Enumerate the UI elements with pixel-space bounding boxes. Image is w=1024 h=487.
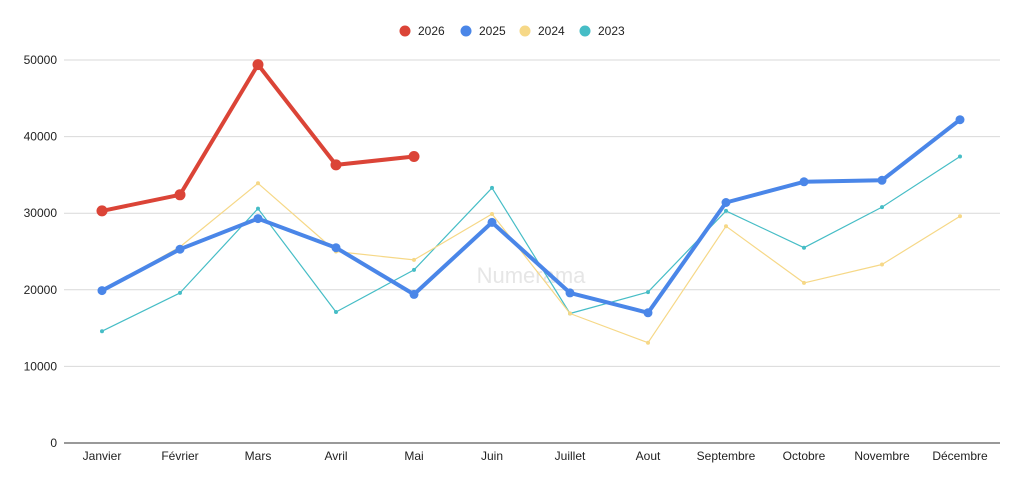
x-tick-label: Mai (404, 449, 423, 463)
legend-label: 2024 (538, 24, 565, 38)
x-tick-label: Octobre (783, 449, 826, 463)
legend: 2026 2025 2024 2023 (399, 24, 625, 38)
x-tick-label: Avril (324, 449, 347, 463)
data-point (97, 286, 107, 296)
data-point (96, 205, 108, 217)
data-point (721, 198, 731, 207)
series-2024 (100, 181, 962, 345)
legend-marker (399, 25, 411, 37)
data-point (880, 205, 884, 210)
x-tick-label: Mars (245, 449, 272, 463)
y-tick-label: 0 (50, 436, 57, 450)
gridlines (64, 59, 1000, 367)
data-point (880, 262, 884, 267)
data-point (802, 245, 806, 250)
data-point (877, 175, 887, 185)
legend-label: 2023 (598, 24, 625, 38)
legend-label: 2026 (418, 24, 445, 38)
data-point (253, 214, 263, 224)
x-tick-label: Juillet (555, 449, 586, 463)
legend-item-2024: 2024 (519, 24, 565, 38)
data-point (802, 280, 806, 285)
y-tick-label: 50000 (24, 53, 58, 67)
data-point (646, 290, 650, 295)
legend-item-2026: 2026 (399, 24, 445, 38)
x-tick-label: Aout (636, 449, 661, 463)
data-point (490, 185, 494, 190)
data-point (331, 243, 341, 253)
series-2025 (97, 115, 965, 318)
data-point (178, 290, 182, 295)
y-axis-labels: 0 10000 20000 30000 40000 50000 (24, 53, 58, 450)
y-tick-label: 10000 (24, 359, 58, 373)
series-line-2024 (101, 182, 961, 344)
data-point (643, 308, 653, 318)
data-point (568, 311, 572, 316)
data-point (409, 289, 419, 299)
data-point (487, 217, 497, 227)
data-point (256, 206, 260, 211)
legend-item-2023: 2023 (579, 24, 625, 38)
data-point (724, 208, 728, 213)
data-point (175, 244, 185, 254)
data-point (174, 189, 186, 201)
series-line-2025 (100, 117, 962, 315)
data-point (412, 257, 416, 262)
series-2026 (96, 59, 420, 217)
data-point (958, 214, 962, 219)
data-point (724, 224, 728, 229)
y-tick-label: 40000 (24, 130, 58, 144)
x-tick-label: Décembre (932, 449, 988, 463)
x-tick-label: Novembre (854, 449, 910, 463)
y-tick-label: 30000 (24, 206, 58, 220)
legend-marker (460, 25, 472, 37)
data-point (646, 340, 650, 345)
legend-label: 2025 (479, 24, 506, 38)
x-tick-label: Juin (481, 449, 503, 463)
data-point (334, 310, 338, 314)
data-point (256, 181, 260, 186)
data-point (408, 151, 420, 162)
series-line-2026 (100, 62, 416, 213)
data-point (252, 59, 264, 71)
x-axis: Janvier Février Mars Avril Mai Juin Juillet Aou… (64, 442, 1000, 463)
x-tick-label: Février (161, 449, 198, 463)
data-point (490, 212, 494, 216)
x-tick-label: Janvier (83, 449, 122, 463)
watermark: Numerama (477, 263, 587, 288)
data-point (412, 267, 416, 272)
legend-item-2025: 2025 (460, 24, 506, 38)
legend-marker (579, 25, 591, 37)
data-point (958, 154, 962, 159)
x-tick-label: Septembre (697, 449, 756, 463)
data-point (330, 159, 342, 171)
data-point (100, 329, 104, 334)
data-point (565, 288, 575, 298)
y-tick-label: 20000 (24, 283, 58, 297)
data-point (799, 177, 809, 187)
legend-marker (519, 25, 531, 37)
data-point (955, 115, 965, 125)
series-group (96, 59, 965, 345)
